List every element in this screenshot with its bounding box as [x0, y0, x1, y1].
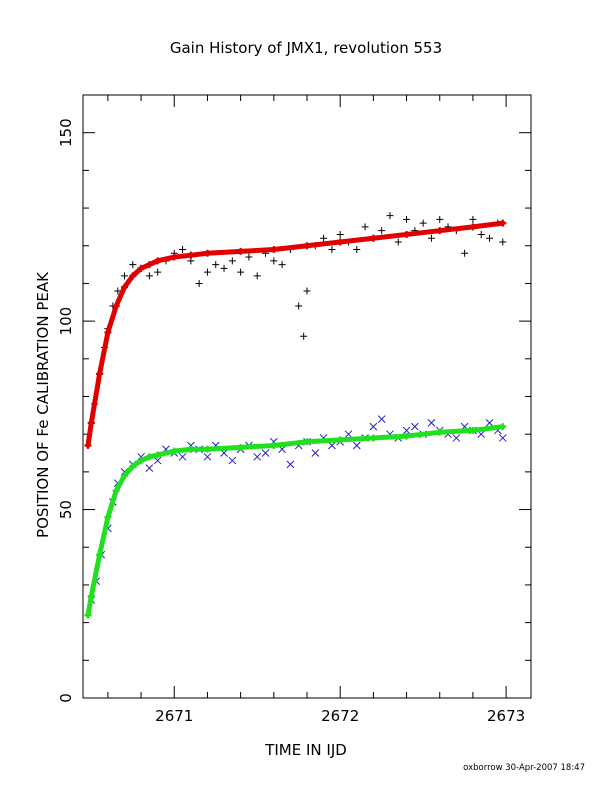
data-point: [145, 272, 153, 280]
data-points: [84, 212, 507, 619]
data-point: [485, 419, 494, 427]
data-point: [261, 449, 270, 457]
data-point: [300, 332, 308, 340]
data-point: [203, 268, 211, 276]
data-point: [477, 230, 485, 238]
data-point: [228, 456, 237, 465]
chart-title: Gain History of JMX1, revolution 553: [170, 39, 442, 57]
data-point: [212, 261, 220, 269]
fit-curve: [85, 424, 506, 618]
data-point: [498, 434, 507, 442]
data-point: [386, 212, 394, 220]
data-point: [270, 257, 278, 265]
data-point: [369, 422, 378, 431]
data-point: [436, 215, 444, 223]
data-point: [220, 264, 228, 272]
x-tick-label: 2672: [321, 707, 359, 725]
y-axis-label: POSITION OF Fe CALIBRATION PEAK: [34, 271, 52, 538]
x-tick-label: 2671: [155, 707, 193, 725]
data-point: [419, 219, 427, 227]
fit-curve: [85, 220, 506, 448]
data-point: [499, 238, 507, 246]
series-3: [84, 423, 507, 619]
x-axis-label: TIME IN IJD: [264, 741, 347, 759]
data-point: [278, 261, 286, 269]
axis-ticks: 0 50 100 150 2671 2672 2673: [57, 95, 531, 725]
data-point: [378, 227, 386, 235]
data-point: [410, 422, 419, 431]
data-point: [195, 279, 203, 287]
data-point: [361, 223, 369, 231]
data-point: [328, 441, 336, 450]
data-point: [245, 253, 253, 261]
data-point: [228, 257, 236, 265]
data-point: [253, 452, 262, 461]
data-point: [452, 434, 461, 442]
data-point: [129, 261, 137, 269]
data-point: [320, 234, 328, 242]
data-point: [179, 246, 187, 254]
data-point: [377, 415, 386, 423]
data-point: [286, 460, 295, 469]
data-point: [178, 452, 187, 461]
data-point: [328, 246, 336, 254]
plot-frame: [82, 94, 532, 699]
data-point: [154, 268, 162, 276]
data-point: [394, 238, 402, 246]
data-point: [336, 230, 344, 238]
series-0: [87, 212, 507, 427]
data-point: [145, 464, 154, 472]
footer-credit: oxborrow 30-Apr-2007 18:47: [463, 763, 585, 773]
series-2: [84, 219, 507, 449]
y-tick-label: 50: [57, 500, 75, 519]
data-point: [352, 441, 361, 450]
data-point: [344, 430, 353, 439]
y-tick-label: 100: [57, 307, 75, 336]
data-point: [486, 234, 494, 242]
x-tick-label: 2673: [487, 707, 525, 725]
data-point: [253, 272, 261, 280]
data-point: [120, 272, 128, 280]
data-point: [402, 426, 411, 435]
data-point: [311, 449, 320, 457]
data-point: [203, 452, 212, 461]
data-point: [237, 268, 245, 276]
data-point: [153, 456, 162, 465]
y-tick-label: 150: [57, 118, 75, 147]
data-point: [295, 302, 303, 310]
data-point: [427, 419, 436, 427]
data-point: [427, 234, 435, 242]
data-point: [303, 287, 311, 295]
y-tick-label: 0: [57, 693, 75, 703]
data-point: [461, 249, 469, 257]
data-point: [353, 246, 361, 254]
data-point: [403, 215, 411, 223]
data-point: [469, 215, 477, 223]
